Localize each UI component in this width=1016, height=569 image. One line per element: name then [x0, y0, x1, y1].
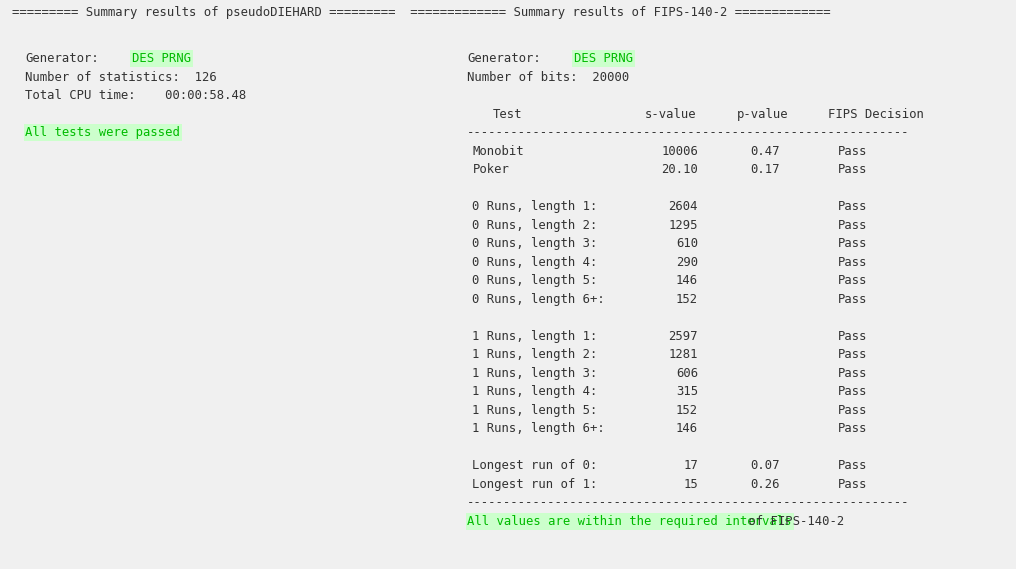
Text: 0.47: 0.47	[750, 145, 779, 158]
Text: 146: 146	[676, 422, 698, 435]
Text: 20.10: 20.10	[661, 163, 698, 176]
Text: Pass: Pass	[838, 274, 868, 287]
Text: 610: 610	[676, 237, 698, 250]
Text: All tests were passed: All tests were passed	[25, 126, 180, 139]
Text: Poker: Poker	[472, 163, 509, 176]
Text: FIPS Decision: FIPS Decision	[828, 108, 924, 121]
Text: Pass: Pass	[838, 145, 868, 158]
Text: 1 Runs, length 2:: 1 Runs, length 2:	[472, 348, 597, 361]
Text: 146: 146	[676, 274, 698, 287]
Text: 17: 17	[683, 459, 698, 472]
Text: 0 Runs, length 4:: 0 Runs, length 4:	[472, 255, 597, 269]
Text: 1295: 1295	[669, 218, 698, 232]
Text: Generator:: Generator:	[467, 52, 542, 65]
Text: 152: 152	[676, 292, 698, 306]
Text: Pass: Pass	[838, 385, 868, 398]
Text: 1 Runs, length 5:: 1 Runs, length 5:	[472, 404, 597, 417]
Text: p-value: p-value	[737, 108, 788, 121]
Text: Pass: Pass	[838, 237, 868, 250]
Text: 0.26: 0.26	[750, 478, 779, 490]
Text: 1 Runs, length 6+:: 1 Runs, length 6+:	[472, 422, 606, 435]
Text: All values are within the required intervals: All values are within the required inter…	[467, 515, 791, 528]
Text: Pass: Pass	[838, 478, 868, 490]
Text: Generator:: Generator:	[25, 52, 100, 65]
Text: of FIPS-140-2: of FIPS-140-2	[741, 515, 844, 528]
Text: 15: 15	[683, 478, 698, 490]
Text: s-value: s-value	[645, 108, 697, 121]
Text: 2604: 2604	[669, 200, 698, 213]
Text: Pass: Pass	[838, 367, 868, 380]
Text: Number of statistics:  126: Number of statistics: 126	[25, 71, 217, 84]
Text: 0 Runs, length 3:: 0 Runs, length 3:	[472, 237, 597, 250]
Text: DES PRNG: DES PRNG	[574, 52, 633, 65]
Text: 0 Runs, length 6+:: 0 Runs, length 6+:	[472, 292, 606, 306]
Text: 606: 606	[676, 367, 698, 380]
Text: 315: 315	[676, 385, 698, 398]
Text: ------------------------------------------------------------: ----------------------------------------…	[467, 126, 910, 139]
Text: 290: 290	[676, 255, 698, 269]
Text: Pass: Pass	[838, 163, 868, 176]
Text: Pass: Pass	[838, 459, 868, 472]
Text: 152: 152	[676, 404, 698, 417]
Text: 0 Runs, length 2:: 0 Runs, length 2:	[472, 218, 597, 232]
Text: ------------------------------------------------------------: ----------------------------------------…	[467, 496, 910, 509]
Text: 0.17: 0.17	[750, 163, 779, 176]
Text: 0 Runs, length 5:: 0 Runs, length 5:	[472, 274, 597, 287]
Text: 2597: 2597	[669, 330, 698, 343]
Text: Test: Test	[493, 108, 522, 121]
Text: 10006: 10006	[661, 145, 698, 158]
Text: Number of bits:  20000: Number of bits: 20000	[467, 71, 630, 84]
Text: Pass: Pass	[838, 292, 868, 306]
Text: DES PRNG: DES PRNG	[132, 52, 191, 65]
Text: Pass: Pass	[838, 255, 868, 269]
Text: Total CPU time:    00:00:58.48: Total CPU time: 00:00:58.48	[25, 89, 247, 102]
Text: ========= Summary results of pseudoDIEHARD =========  ============= Summary resu: ========= Summary results of pseudoDIEHA…	[12, 6, 831, 19]
Text: Pass: Pass	[838, 348, 868, 361]
Text: Monobit: Monobit	[472, 145, 524, 158]
Text: Pass: Pass	[838, 330, 868, 343]
Text: 1 Runs, length 3:: 1 Runs, length 3:	[472, 367, 597, 380]
Text: Pass: Pass	[838, 422, 868, 435]
Text: 0 Runs, length 1:: 0 Runs, length 1:	[472, 200, 597, 213]
Text: Pass: Pass	[838, 218, 868, 232]
Text: 1281: 1281	[669, 348, 698, 361]
Text: 1 Runs, length 1:: 1 Runs, length 1:	[472, 330, 597, 343]
Text: Pass: Pass	[838, 200, 868, 213]
Text: Longest run of 0:: Longest run of 0:	[472, 459, 597, 472]
Text: Longest run of 1:: Longest run of 1:	[472, 478, 597, 490]
Text: 1 Runs, length 4:: 1 Runs, length 4:	[472, 385, 597, 398]
Text: 0.07: 0.07	[750, 459, 779, 472]
Text: Pass: Pass	[838, 404, 868, 417]
